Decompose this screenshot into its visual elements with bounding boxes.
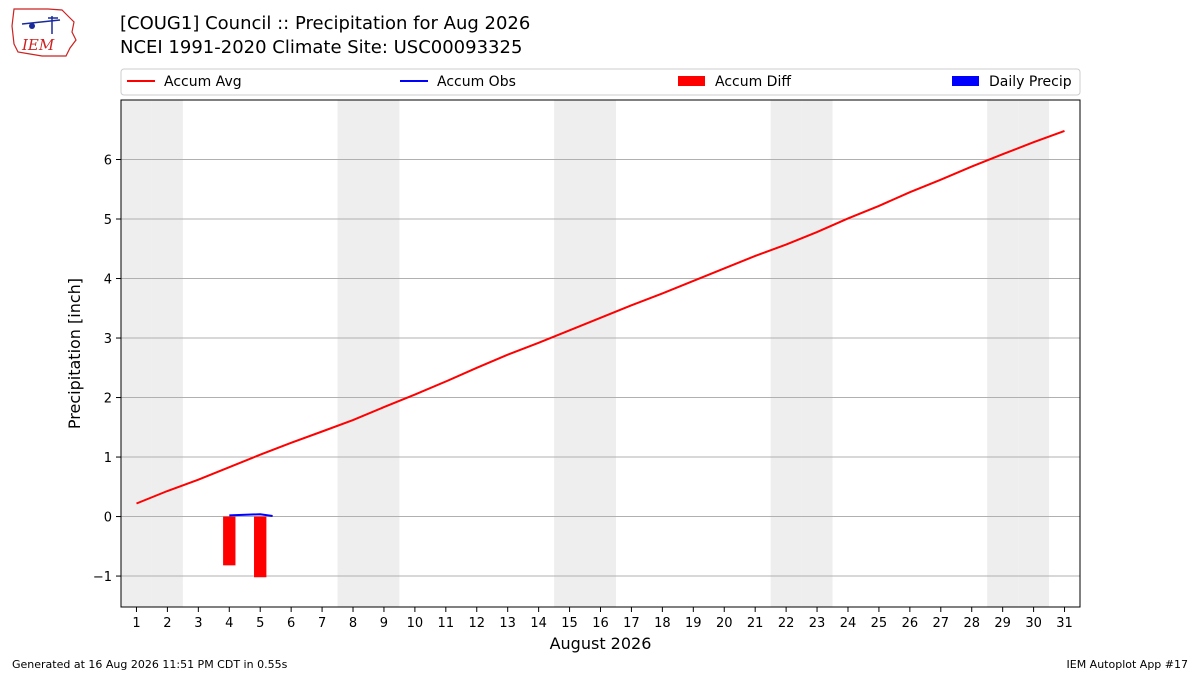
legend-label-accum-avg: Accum Avg (164, 74, 242, 90)
x-tick-label-3: 3 (194, 616, 202, 631)
logo-text: IEM (21, 36, 55, 54)
x-tick-label-13: 13 (499, 616, 516, 631)
x-tick-label-1: 1 (132, 616, 140, 631)
y-axis-label: Precipitation [inch] (65, 278, 84, 429)
weekend-band-29 (987, 100, 1019, 607)
chart-title: [COUG1] Council :: Precipitation for Aug… (120, 13, 531, 34)
grid-lines (121, 159, 1080, 577)
x-tick-label-4: 4 (225, 616, 233, 631)
weekend-band-22 (770, 100, 802, 607)
weekend-band-15 (554, 100, 586, 607)
x-tick-label-10: 10 (407, 616, 424, 631)
x-tick-label-23: 23 (809, 616, 826, 631)
iem-logo: IEM (11, 8, 77, 57)
x-tick-label-15: 15 (561, 616, 578, 631)
legend-label-daily-precip: Daily Precip (989, 74, 1072, 90)
legend-swatch-accum-diff (678, 76, 705, 86)
series-lines (136, 129, 1065, 517)
x-tick-label-28: 28 (963, 616, 980, 631)
bar-accum-diff-day-4 (223, 516, 236, 566)
weekend-band-8 (337, 100, 369, 607)
x-tick-label-27: 27 (933, 616, 950, 631)
y-tick-label-2: 2 (104, 392, 112, 407)
bar-accum-diff-day-5 (254, 516, 267, 578)
legend-swatch-daily-precip (952, 76, 979, 86)
x-tick-label-16: 16 (592, 616, 609, 631)
x-axis-ticks: 1 2 3 4 5 6 7 8 9 10 11 12 13 14 15 16 17 18 19 20 21 22 23 24 2… (132, 607, 1073, 631)
x-tick-label-19: 19 (685, 616, 702, 631)
line-accum-obs (229, 513, 273, 517)
x-tick-label-24: 24 (840, 616, 857, 631)
weekend-band-23 (801, 100, 833, 607)
x-tick-label-7: 7 (318, 616, 326, 631)
generated-timestamp: Generated at 16 Aug 2026 11:51 PM CDT in… (12, 658, 288, 671)
x-tick-label-12: 12 (468, 616, 485, 631)
line-accum-avg (136, 129, 1065, 505)
weekend-band-16 (585, 100, 616, 607)
x-tick-label-2: 2 (163, 616, 171, 631)
x-tick-label-11: 11 (438, 616, 455, 631)
y-tick-label-6: 6 (104, 154, 112, 169)
x-tick-label-26: 26 (902, 616, 919, 631)
x-tick-label-21: 21 (747, 616, 764, 631)
weekend-band-30 (1018, 100, 1050, 607)
y-tick-label-1: 1 (104, 451, 112, 466)
weekend-band-1 (121, 100, 152, 607)
x-tick-label-14: 14 (530, 616, 547, 631)
x-tick-label-25: 25 (871, 616, 888, 631)
x-tick-label-5: 5 (256, 616, 264, 631)
weekend-band-2 (151, 100, 183, 607)
x-tick-label-18: 18 (654, 616, 671, 631)
x-tick-label-31: 31 (1056, 616, 1073, 631)
y-axis-ticks: −1 0 1 2 3 4 5 6 (93, 154, 121, 585)
y-tick-label-5: 5 (104, 213, 112, 228)
app-credit: IEM Autoplot App #17 (1066, 658, 1189, 671)
y-tick-label-3: 3 (104, 332, 112, 347)
bars (223, 516, 267, 578)
x-tick-label-29: 29 (994, 616, 1011, 631)
x-tick-label-6: 6 (287, 616, 295, 631)
x-tick-label-22: 22 (778, 616, 795, 631)
legend-label-accum-diff: Accum Diff (715, 74, 791, 90)
x-tick-label-8: 8 (349, 616, 357, 631)
y-tick-label-0: 0 (104, 511, 112, 526)
x-tick-label-9: 9 (380, 616, 388, 631)
y-tick-label--1: −1 (93, 570, 112, 585)
weekend-band-9 (368, 100, 400, 607)
x-tick-label-17: 17 (623, 616, 640, 631)
x-axis-label: August 2026 (550, 634, 652, 653)
legend-label-accum-obs: Accum Obs (437, 74, 516, 90)
x-tick-label-30: 30 (1025, 616, 1042, 631)
legend-frame (120, 68, 1081, 96)
chart-subtitle: NCEI 1991-2020 Climate Site: USC00093325 (120, 37, 523, 58)
weekend-bands (121, 100, 1050, 607)
legend: Accum Avg Accum Obs Accum Diff Daily Precip (120, 68, 1081, 96)
y-tick-label-4: 4 (104, 273, 112, 288)
x-tick-label-20: 20 (716, 616, 733, 631)
